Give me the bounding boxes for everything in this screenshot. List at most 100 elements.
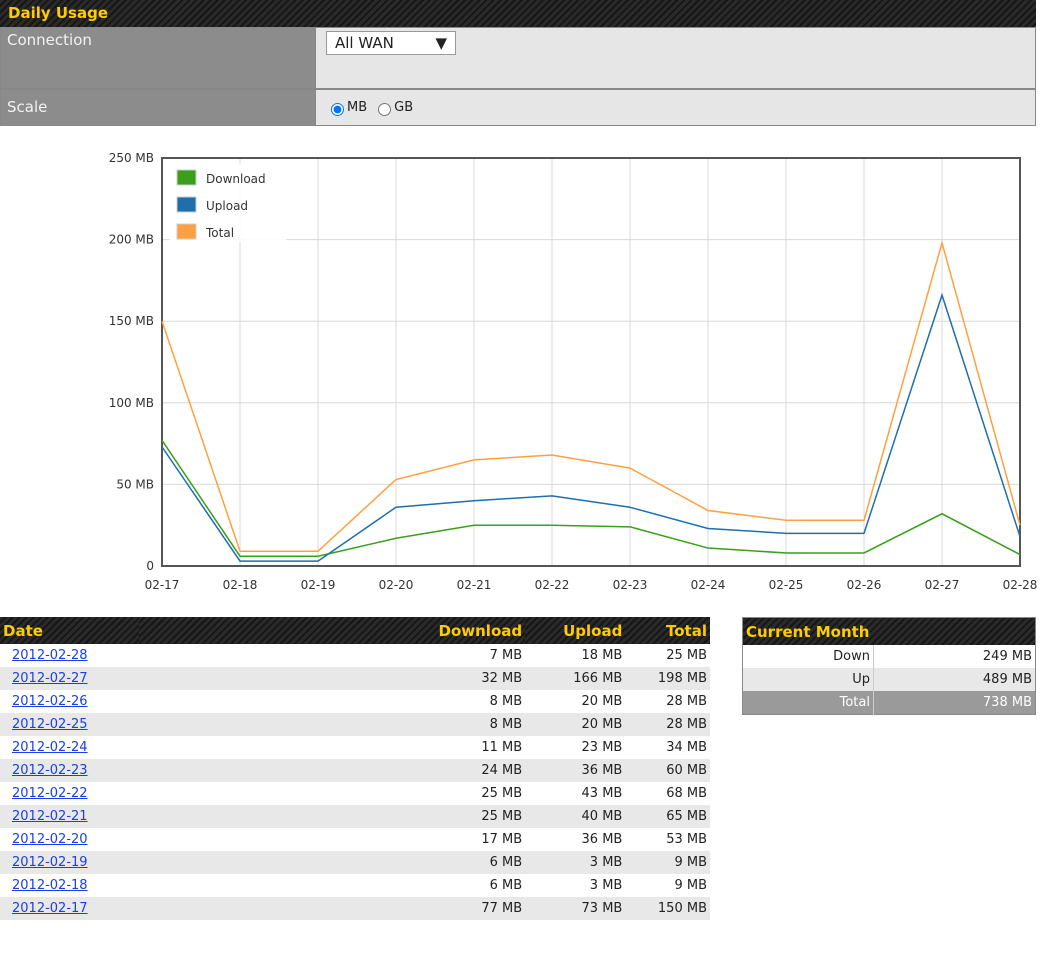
column-header: Download (139, 617, 526, 644)
month-table: Current Month Down 249 MB Up 489 MB Total 738 … (742, 617, 1036, 715)
section-header: Daily Usage (0, 0, 1036, 27)
date-link[interactable]: 2012-02-20 (12, 832, 88, 847)
month-value: 738 MB (982, 695, 1032, 710)
y-tick-label: 150 MB (109, 314, 154, 328)
date-link[interactable]: 2012-02-26 (12, 694, 88, 709)
legend-label: Total (205, 226, 234, 240)
scale-label: Scale (1, 90, 315, 125)
table-row: 2012-02-25 8 MB 20 MB 28 MB (0, 713, 710, 736)
value-cell: 65 MB (666, 809, 707, 824)
connection-value: All WAN (335, 34, 394, 52)
month-label: Down (742, 645, 874, 668)
value-cell: 68 MB (666, 786, 707, 801)
date-cell: 2012-02-27 (0, 667, 139, 690)
value-cell: 34 MB (666, 740, 707, 755)
date-cell: 2012-02-22 (0, 782, 139, 805)
value-cell: 40 MB (581, 809, 623, 824)
date-link[interactable]: 2012-02-18 (12, 878, 88, 893)
chart: 02-17 02-18 02-19 02-20 02-21 02-22 02-23 02-24… (109, 151, 1038, 592)
x-tick-label: 02-17 (145, 578, 180, 592)
column-header: Upload (525, 617, 626, 644)
radio-mb[interactable] (331, 102, 344, 116)
date-cell: 2012-02-19 (0, 851, 139, 874)
legend-swatch (176, 196, 197, 213)
scale-row: Scale MB GB (0, 89, 1036, 126)
value-cell: 73 MB (581, 901, 623, 916)
value-cell: 8 MB (489, 694, 523, 709)
value-cell: 28 MB (666, 717, 707, 732)
value-cell: 25 MB (666, 648, 707, 663)
value-cell: 150 MB (657, 901, 707, 916)
date-link[interactable]: 2012-02-22 (12, 786, 88, 801)
value-cell: 8 MB (489, 717, 523, 732)
value-cell: 53 MB (666, 832, 707, 847)
date-cell: 2012-02-25 (0, 713, 139, 736)
value-cell: 43 MB (581, 786, 623, 801)
column-header: Date (0, 617, 140, 644)
x-tick-label: 02-21 (457, 578, 492, 592)
date-link[interactable]: 2012-02-27 (12, 671, 88, 686)
connection-row: Connection All WAN ▼ (0, 27, 1036, 89)
date-cell: 2012-02-20 (0, 828, 139, 851)
connection-label: Connection (1, 28, 315, 88)
x-tick-label: 02-23 (613, 578, 648, 592)
value-cell: 3 MB (589, 878, 623, 893)
connection-select[interactable]: All WAN ▼ (326, 31, 456, 55)
value-cell: 17 MB (481, 832, 523, 847)
series-line (161, 240, 1021, 553)
x-tick-label: 02-28 (1003, 578, 1038, 592)
table-row: 2012-02-21 25 MB 40 MB 65 MB (0, 805, 710, 828)
table-row: 2012-02-17 77 MB 73 MB 150 MB (0, 897, 710, 920)
date-cell: 2012-02-26 (0, 690, 139, 713)
value-cell: 7 MB (489, 648, 523, 663)
date-cell: 2012-02-18 (0, 874, 139, 897)
x-tick-label: 02-18 (223, 578, 258, 592)
table-row: 2012-02-27 32 MB 166 MB 198 MB (0, 667, 710, 690)
date-link[interactable]: 2012-02-28 (12, 648, 88, 663)
y-tick-label: 100 MB (109, 396, 154, 410)
date-link[interactable]: 2012-02-23 (12, 763, 88, 778)
x-tick-label: 02-27 (925, 578, 960, 592)
date-cell: 2012-02-17 (0, 897, 139, 920)
value-cell: 20 MB (581, 717, 623, 732)
date-cell: 2012-02-28 (0, 644, 139, 667)
date-link[interactable]: 2012-02-21 (12, 809, 88, 824)
connection-cell: All WAN ▼ (315, 28, 1035, 88)
value-cell: 60 MB (666, 763, 707, 778)
value-cell: 11 MB (481, 740, 523, 755)
y-tick-label: 0 (146, 559, 154, 573)
plot-border (161, 157, 1021, 567)
value-cell: 198 MB (657, 671, 707, 686)
value-cell: 32 MB (481, 671, 523, 686)
radio-label: MB (347, 100, 368, 115)
x-tick-label: 02-22 (535, 578, 570, 592)
y-tick-label: 250 MB (109, 151, 154, 165)
y-tick-label: 200 MB (109, 233, 154, 247)
plot-area (162, 158, 1020, 566)
table-row: 2012-02-24 11 MB 23 MB 34 MB (0, 736, 710, 759)
dropdown-arrow: ▼ (435, 34, 447, 52)
date-link[interactable]: 2012-02-17 (12, 901, 88, 916)
date-link[interactable]: 2012-02-19 (12, 855, 88, 870)
value-cell: 25 MB (481, 786, 523, 801)
x-tick-label: 02-26 (847, 578, 882, 592)
month-value: 249 MB (982, 649, 1032, 664)
y-tick-label: 50 MB (116, 477, 154, 491)
value-cell: 9 MB (674, 855, 707, 870)
month-label: Up (742, 668, 874, 691)
radio-gb[interactable] (378, 102, 392, 116)
header-row: Date Download Upload Total (0, 617, 710, 644)
value-cell: 20 MB (581, 694, 623, 709)
date-cell: 2012-02-24 (0, 736, 139, 759)
value-cell: 18 MB (581, 648, 623, 663)
scale-cell: MB GB (315, 90, 1035, 125)
value-cell: 36 MB (581, 763, 623, 778)
month-label: Total (742, 691, 874, 715)
table-row: 2012-02-22 25 MB 43 MB 68 MB (0, 782, 710, 805)
value-cell: 36 MB (581, 832, 623, 847)
date-link[interactable]: 2012-02-24 (12, 740, 88, 755)
x-tick-label: 02-20 (379, 578, 414, 592)
date-link[interactable]: 2012-02-25 (12, 717, 88, 732)
table-row: Down 249 MB (742, 645, 1036, 668)
